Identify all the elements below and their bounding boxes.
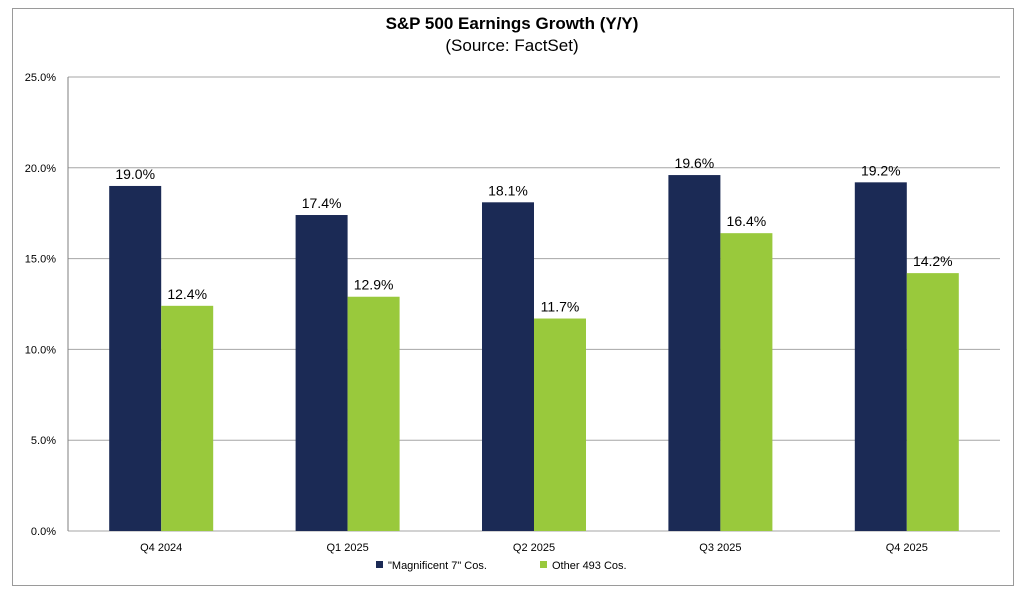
bar-mag7 — [295, 215, 348, 532]
data-label: 17.4% — [302, 195, 342, 211]
x-tick-label: Q2 2025 — [513, 542, 555, 554]
y-tick-label: 20.0% — [25, 163, 56, 175]
bars — [109, 175, 959, 532]
bar-mag7 — [109, 185, 162, 531]
data-label: 12.9% — [354, 277, 394, 293]
x-tick-label: Q1 2025 — [326, 542, 368, 554]
y-tick-label: 25.0% — [25, 72, 56, 84]
bar-mag7 — [482, 202, 534, 531]
data-label: 11.7% — [541, 299, 580, 315]
bar-other493 — [720, 233, 773, 531]
y-tick-label: 15.0% — [25, 254, 56, 266]
axes: 0.0% 5.0% 10.0% 15.0% 20.0% 25.0% Q4 2024 Q1 20… — [25, 72, 928, 554]
bar-other493 — [161, 305, 214, 531]
legend-label: Other 493 Cos. — [552, 560, 627, 572]
bar-mag7 — [668, 175, 721, 531]
data-label: 12.4% — [167, 286, 207, 302]
x-tick-label: Q3 2025 — [699, 542, 741, 554]
legend: "Magnificent 7" Cos. Other 493 Cos. — [376, 560, 627, 572]
bar-mag7 — [854, 182, 907, 531]
bar-other493 — [347, 296, 400, 531]
data-label: 16.4% — [727, 213, 767, 229]
data-label: 18.1% — [488, 182, 528, 198]
legend-swatch — [376, 561, 383, 568]
bar-other493 — [534, 318, 586, 531]
y-tick-label: 0.0% — [31, 526, 56, 538]
x-tick-label: Q4 2025 — [886, 542, 928, 554]
data-label: 19.0% — [115, 166, 155, 182]
data-labels: 19.0% 12.4% 17.4% 12.9% 18.1% 11.7% 19.6% 16.4%… — [115, 155, 952, 314]
y-tick-label: 10.0% — [25, 344, 56, 356]
chart-title: S&P 500 Earnings Growth (Y/Y) — [385, 14, 639, 33]
legend-label: "Magnificent 7" Cos. — [388, 560, 487, 572]
legend-swatch — [540, 561, 547, 568]
bar-other493 — [906, 273, 959, 531]
x-tick-label: Q4 2024 — [140, 542, 182, 554]
chart-subtitle: (Source: FactSet) — [445, 36, 579, 55]
data-label: 14.2% — [913, 253, 953, 269]
data-label: 19.2% — [861, 162, 901, 178]
data-label: 19.6% — [675, 155, 715, 171]
y-tick-label: 5.0% — [31, 435, 56, 447]
